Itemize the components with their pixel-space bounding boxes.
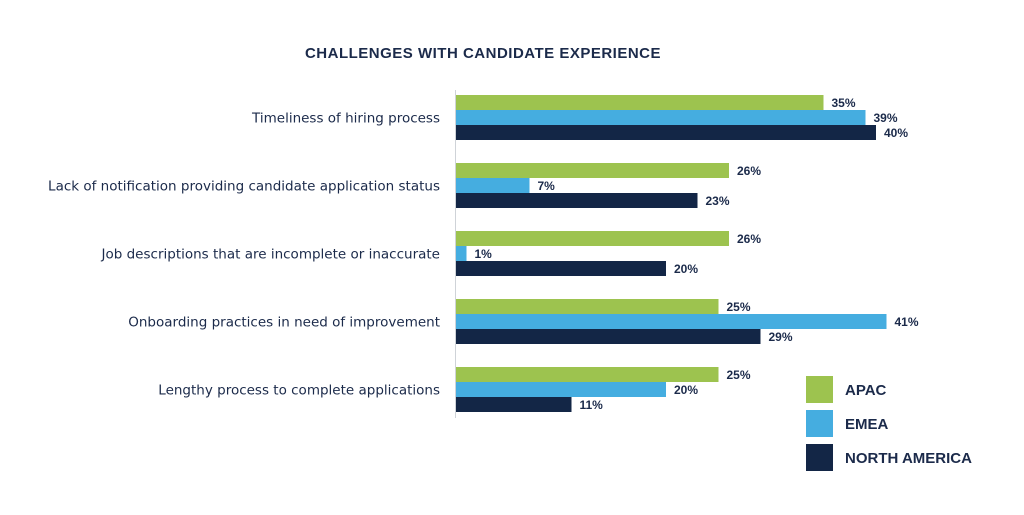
category-label: Lack of notification providing candidate… — [48, 179, 440, 195]
category-label: Onboarding practices in need of improvem… — [128, 315, 440, 331]
legend-swatch — [806, 444, 833, 471]
data-label: 7% — [538, 179, 556, 193]
bar-apac — [456, 163, 729, 178]
bar-apac — [456, 231, 729, 246]
category-labels: Timeliness of hiring process Lack of noti… — [48, 111, 440, 399]
data-label: 26% — [737, 232, 761, 246]
legend-swatch — [806, 376, 833, 403]
data-label: 25% — [727, 300, 751, 314]
bar-north-america — [456, 125, 876, 140]
bars-group — [456, 95, 887, 412]
data-label: 20% — [674, 383, 698, 397]
bar-apac — [456, 95, 824, 110]
data-label: 29% — [769, 330, 793, 344]
category-label: Lengthy process to complete applications — [158, 383, 440, 399]
bar-north-america — [456, 193, 698, 208]
data-label: 35% — [832, 96, 856, 110]
data-label: 23% — [706, 194, 730, 208]
data-label: 40% — [884, 126, 908, 140]
data-label: 11% — [580, 398, 604, 412]
data-label: 39% — [874, 111, 898, 125]
legend-label: APAC — [845, 382, 887, 399]
data-label: 20% — [674, 262, 698, 276]
bar-apac — [456, 299, 719, 314]
data-label: 41% — [895, 315, 919, 329]
value-labels: 35% 39%40% 26% 7% 23% 26% 1% 20% 25% 41% 29% 25% 20%… — [475, 96, 919, 412]
bar-north-america — [456, 261, 666, 276]
bar-emea — [456, 382, 666, 397]
data-label: 25% — [727, 368, 751, 382]
bar-emea — [456, 110, 866, 125]
bar-emea — [456, 178, 530, 193]
category-label: Job descriptions that are incomplete or … — [101, 247, 440, 263]
category-label: Timeliness of hiring process — [251, 111, 440, 127]
data-label: 26% — [737, 164, 761, 178]
bar-north-america — [456, 329, 761, 344]
legend-label: EMEA — [845, 416, 889, 433]
chart-title: CHALLENGES WITH CANDIDATE EXPERIENCE — [305, 45, 661, 62]
legend: APAC EMEA NORTH AMERICA — [806, 376, 972, 471]
legend-label: NORTH AMERICA — [845, 450, 972, 467]
data-label: 1% — [475, 247, 493, 261]
legend-swatch — [806, 410, 833, 437]
bar-emea — [456, 246, 467, 261]
bar-emea — [456, 314, 887, 329]
bar-apac — [456, 367, 719, 382]
bar-north-america — [456, 397, 572, 412]
